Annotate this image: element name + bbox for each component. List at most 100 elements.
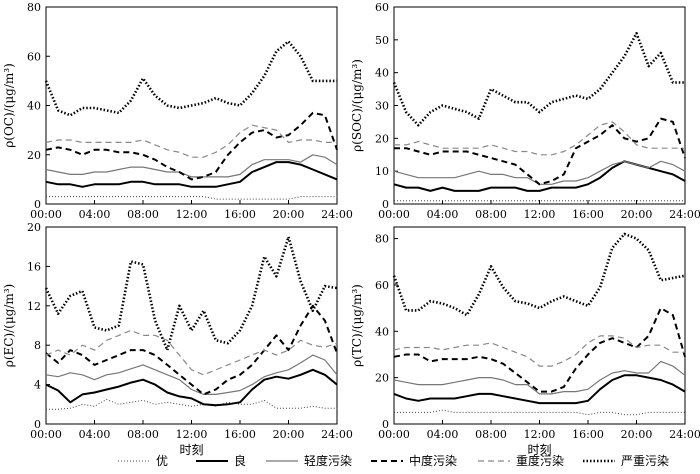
x-tick-label: 00:00	[378, 428, 410, 441]
legend-item: 轻度污染	[266, 453, 352, 468]
series-line-重度污染	[45, 329, 338, 376]
series-line-轻度污染	[45, 154, 338, 178]
x-tick-label: 08:00	[475, 208, 507, 221]
series-line-中度污染	[45, 304, 338, 396]
y-tick-label: 40	[375, 67, 389, 80]
y-tick-label: 0	[382, 418, 389, 431]
y-tick-label: 20	[375, 132, 389, 145]
series-line-严重污染	[392, 31, 685, 127]
y-tick-label: 0	[34, 198, 41, 211]
x-tick-label: 24:00	[669, 208, 700, 221]
legend-item: 优	[118, 454, 168, 468]
series-line-优	[46, 398, 337, 410]
y-tick-label: 60	[375, 1, 389, 14]
y-tick-label: 60	[27, 50, 41, 63]
x-tick-label: 20:00	[273, 208, 305, 221]
series-line-良	[45, 161, 338, 188]
x-tick-label: 04:00	[79, 208, 111, 221]
y-tick-label: 0	[382, 198, 389, 211]
y-tick-label: 12	[27, 300, 41, 313]
y-tick-label: 20	[27, 149, 41, 162]
y-tick-label: 50	[375, 34, 389, 47]
series-line-良	[45, 368, 338, 407]
x-tick-label: 16:00	[572, 208, 604, 221]
x-tick-label: 24:00	[321, 428, 353, 441]
legend-label: 严重污染	[621, 453, 669, 468]
legend: 优 良 轻度污染 中度污染 重度污染 严重污染	[118, 453, 669, 468]
x-tick-label: 24:00	[321, 208, 353, 221]
x-tick-label: 08:00	[475, 428, 507, 441]
x-tick-label: 12:00	[524, 208, 556, 221]
legend-label: 重度污染	[516, 453, 564, 468]
x-tick-label: 16:00	[224, 208, 256, 221]
series-line-严重污染	[392, 232, 686, 317]
y-tick-label: 4	[34, 379, 41, 392]
series-line-轻度污染	[393, 360, 686, 395]
x-tick-label: 16:00	[572, 428, 604, 441]
x-tick-label: 00:00	[30, 208, 62, 221]
series-line-轻度污染	[45, 354, 338, 395]
y-tick-label: 16	[27, 260, 41, 273]
series-line-中度污染	[394, 117, 686, 186]
y-tick-label: 60	[375, 279, 389, 292]
series-line-重度污染	[45, 124, 337, 158]
series-line-中度污染	[393, 307, 686, 393]
x-tick-label: 12:00	[176, 428, 208, 441]
series-line-严重污染	[44, 235, 338, 352]
legend-label: 良	[234, 453, 246, 468]
chart-panel-3: 0 4 8 12 16 20 00:00 04:00 08:00 12:00 16:00 20:00 2…	[2, 221, 353, 457]
x-tick-label: 04:00	[427, 208, 459, 221]
series-line-优	[46, 196, 337, 200]
legend-label: 中度污染	[409, 453, 457, 468]
y-tick-label: 30	[375, 100, 389, 113]
plot-frame	[45, 226, 338, 425]
series-line-严重污染	[44, 40, 337, 117]
x-tick-label: 00:00	[30, 428, 62, 441]
series-line-中度污染	[45, 111, 338, 181]
x-tick-label: 04:00	[79, 428, 111, 441]
y-axis-title: ρ(EC)/(μg/m³)	[2, 284, 16, 367]
chart-panel-4: 0 20 40 60 80 00:00 04:00 08:00 12:00 16:00 20:00 2…	[350, 226, 700, 457]
x-axis-title: 时刻	[527, 443, 551, 457]
y-tick-label: 10	[375, 165, 389, 178]
legend-item: 重度污染	[478, 453, 564, 468]
x-tick-label: 20:00	[273, 428, 305, 441]
legend-label: 轻度污染	[304, 453, 352, 468]
x-tick-label: 16:00	[224, 428, 256, 441]
series-line-轻度污染	[393, 160, 686, 185]
series-line-重度污染	[393, 335, 685, 367]
legend-item: 中度污染	[371, 453, 457, 468]
y-tick-label: 0	[34, 418, 41, 431]
x-tick-label: 12:00	[176, 208, 208, 221]
y-tick-label: 40	[27, 100, 41, 113]
x-tick-label: 08:00	[127, 428, 159, 441]
y-tick-label: 8	[34, 339, 41, 352]
series-line-重度污染	[394, 121, 685, 156]
y-axis-title: ρ(SOC)/(μg/m³)	[350, 59, 364, 152]
x-tick-label: 20:00	[621, 208, 653, 221]
x-tick-label: 00:00	[378, 208, 410, 221]
y-tick-label: 80	[27, 1, 41, 14]
x-tick-label: 08:00	[127, 208, 159, 221]
y-tick-label: 20	[375, 372, 389, 385]
legend-item: 严重污染	[583, 453, 669, 468]
y-tick-label: 80	[375, 233, 389, 246]
y-axis-title: ρ(OC)/(μg/m³)	[2, 63, 16, 148]
legend-label: 优	[156, 454, 168, 468]
x-axis-title: 时刻	[179, 443, 203, 457]
chart-panel-2: 0 10 20 30 40 50 60 00:00 04:00 08:00 12:00 16:00 20…	[350, 1, 700, 221]
legend-item: 良	[196, 453, 246, 468]
x-tick-label: 12:00	[524, 428, 556, 441]
x-tick-label: 24:00	[669, 428, 700, 441]
y-axis-title: ρ(TC)/(μg/m³)	[350, 284, 364, 367]
y-tick-label: 40	[375, 325, 389, 338]
x-tick-label: 20:00	[621, 428, 653, 441]
y-tick-label: 20	[27, 221, 41, 234]
chart-panel-1: 0 20 40 60 80 00:00 04:00 08:00 12:00 16:00 20:00 2…	[2, 1, 353, 221]
series-line-优	[394, 409, 685, 416]
x-tick-label: 04:00	[427, 428, 459, 441]
plot-frame	[393, 6, 686, 205]
series-line-良	[393, 374, 686, 405]
